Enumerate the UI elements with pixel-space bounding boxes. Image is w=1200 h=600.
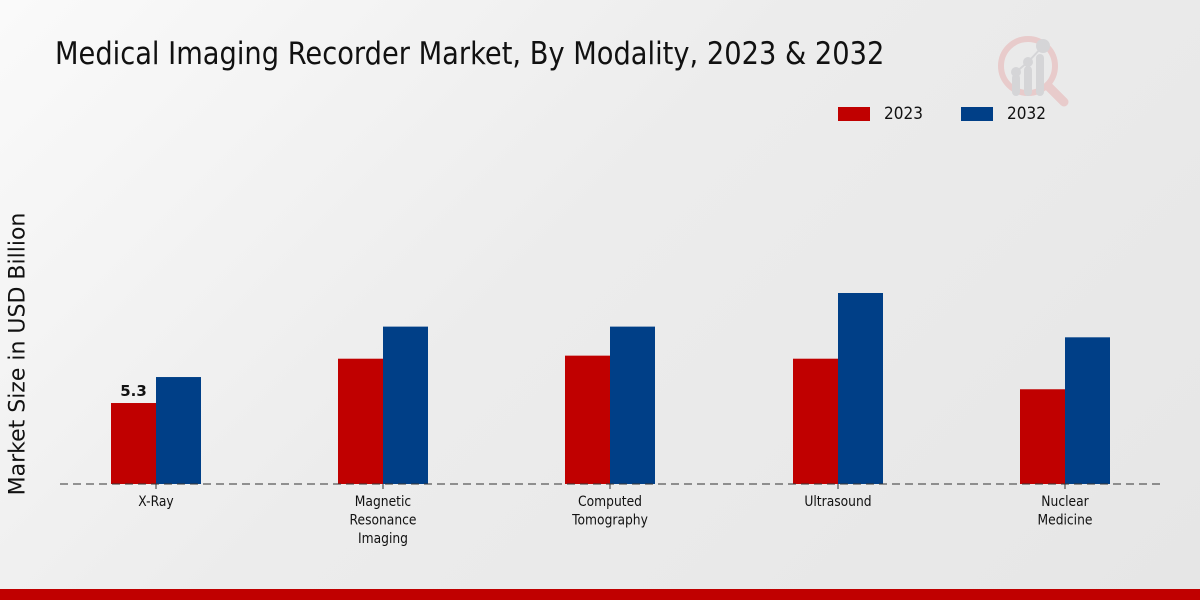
legend-swatch-2032 [961,107,994,121]
legend-swatch-2023 [838,107,870,121]
bar-2023-2 [565,355,610,484]
bottom-accent-bar [0,589,1200,600]
x-tick-label: X-Ray [138,494,174,510]
bar-2032-4 [1065,337,1110,484]
bar-2032-1 [383,326,428,484]
bar-2023-0 [111,403,156,484]
magnifier-chart-icon [998,36,1069,107]
bar-2032-0 [156,377,201,484]
x-tick-label: Ultrasound [804,494,871,510]
bar-2023-3 [793,358,838,484]
x-tick-label: Computed Tomography [571,494,648,528]
legend-label-2032: 2032 [1007,104,1047,124]
legend-item-2023: 2023 [838,104,927,124]
bar-2032-2 [610,326,655,484]
x-tick-label: Magnetic Resonance Imaging [350,494,417,547]
x-tick-label: Nuclear Medicine [1038,494,1093,528]
data-label: 5.3 [120,382,147,400]
legend-label-2023: 2023 [884,104,923,124]
bar-2023-4 [1020,389,1065,484]
bar-2032-3 [838,293,883,484]
legend-item-2032: 2032 [961,104,1050,124]
legend: 2023 2032 [838,104,1085,124]
bar-2023-1 [338,358,383,484]
chart-title: Medical Imaging Recorder Market, By Moda… [55,36,885,72]
